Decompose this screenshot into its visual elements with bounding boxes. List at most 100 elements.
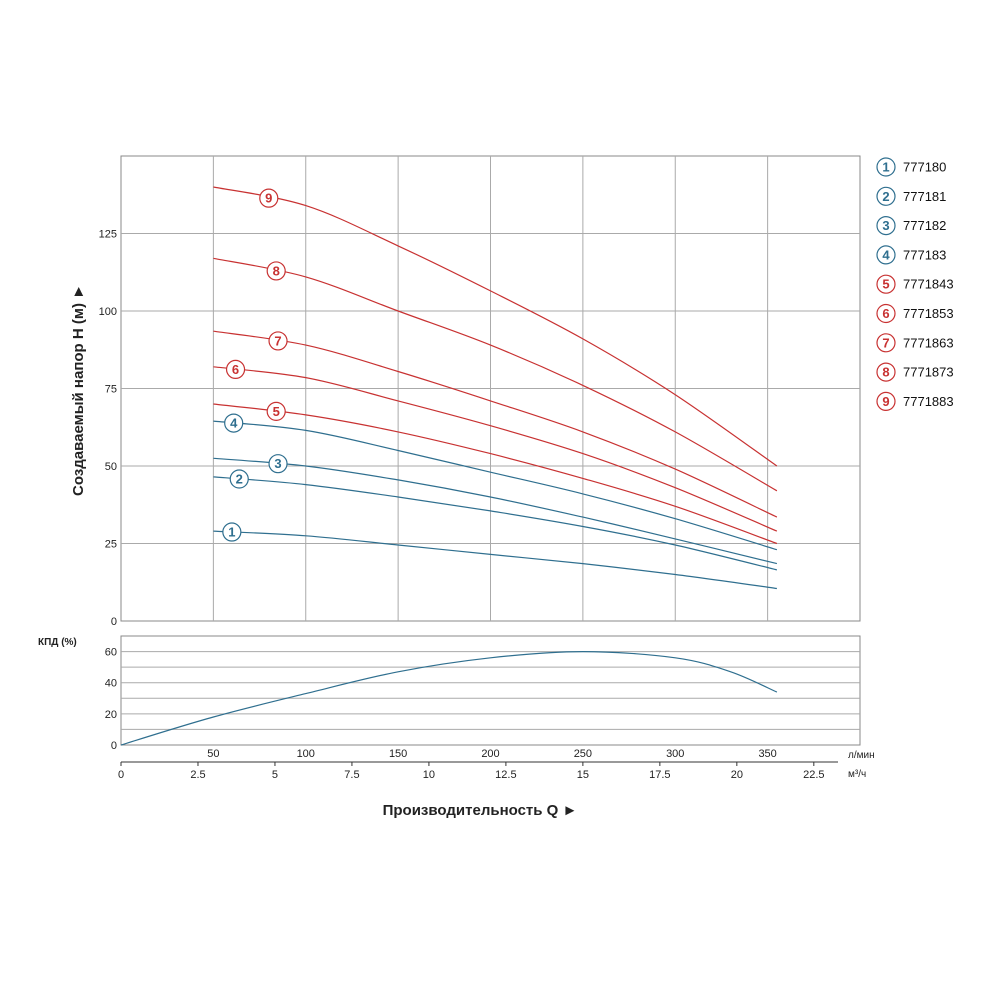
x-tick-label-lmin: 300 [666,748,684,760]
curve-marker-2 [229,469,249,489]
efficiency-grid [120,635,861,746]
x-tick-label-m3h: 5 [272,769,278,781]
head-grid [120,155,861,622]
curve-marker-4 [224,413,244,433]
curve-marker-8 [266,261,286,281]
x-tick-label-m3h: 7.5 [344,769,359,781]
legend-label: 777180 [903,160,946,175]
x-unit-lmin: л/мин [848,750,875,761]
head-curve-3 [213,457,778,565]
legend-marker [876,333,896,353]
legend-marker-label: 9 [882,394,889,409]
legend-label: 777181 [903,189,946,204]
legend-marker [876,245,896,265]
legend-label: 7771873 [903,365,954,380]
legend-item: 6 7771853 [876,303,954,324]
legend-marker-label: 8 [882,365,889,380]
x-tick-label-m3h: 17.5 [649,769,670,781]
legend-marker [876,274,896,294]
head-y-tick-label: 100 [99,306,117,318]
head-y-tick-label: 75 [105,384,117,396]
legend-label: 777182 [903,218,946,233]
efficiency-y-tick-label: 20 [105,709,117,721]
legend-label: 7771853 [903,306,954,321]
curve-marker-label: 4 [230,416,238,431]
efficiency-curve-group [120,650,778,746]
legend-marker [876,157,896,177]
curve-marker-3 [268,454,288,474]
x-tick-label-lmin: 250 [574,748,592,760]
head-curve-8 [213,257,778,492]
x-tick-label-m3h: 2.5 [190,769,205,781]
efficiency-y-tick-label: 40 [105,678,117,690]
curve-marker-label: 2 [236,472,243,487]
x-tick-label-lmin: 350 [758,748,776,760]
curve-marker-label: 7 [274,333,281,348]
curve-marker-label: 8 [273,263,280,278]
legend-marker [876,303,896,324]
efficiency-curve [120,650,778,746]
curve-marker-label: 9 [265,191,272,206]
curve-marker-label: 5 [273,404,280,419]
legend-marker [876,186,896,206]
legend-item: 2 777181 [876,186,946,206]
curve-marker-label: 1 [228,525,235,540]
head-y-tick-label: 50 [105,461,117,473]
curve-marker-5 [266,401,286,421]
legend-marker-label: 7 [882,335,889,350]
legend-marker [876,391,896,411]
x-tick-label-m3h: 22.5 [803,769,824,781]
legend-label: 7771843 [903,277,954,292]
legend-marker-label: 2 [882,189,889,204]
legend-item: 4 777183 [876,245,946,265]
head-curve-1 [213,530,777,590]
head-curve-6 [213,366,778,532]
head-y-tick-label: 125 [99,229,117,241]
head-curves: 1 2 3 4 5 6 7 8 9 [213,186,778,590]
legend-marker-label: 6 [882,306,889,321]
legend-marker-label: 3 [882,218,889,233]
legend-item: 3 777182 [876,216,946,236]
curve-marker-9 [259,188,279,208]
y-axis-title: Создаваемый напор Н (м) ► [70,284,87,496]
x-tick-label-lmin: 200 [481,748,499,760]
legend-label: 7771883 [903,394,954,409]
legend-marker-label: 4 [882,247,890,262]
x-tick-label-m3h: 12.5 [495,769,516,781]
efficiency-y-tick-label: 0 [111,740,117,752]
legend-item: 5 7771843 [876,274,954,294]
curve-marker-label: 6 [232,362,239,377]
legend-marker [876,216,896,236]
legend-marker-label: 1 [882,160,889,175]
curve-marker-label: 3 [274,456,281,471]
legend-marker-label: 5 [882,277,889,292]
x-tick-label-lmin: 150 [389,748,407,760]
x-tick-label-lmin: 100 [297,748,315,760]
legend-item: 8 7771873 [876,362,954,382]
legend-label: 7771863 [903,335,954,350]
head-curve-4 [213,420,778,551]
x-tick-label-m3h: 0 [118,769,124,781]
head-curve-2 [213,476,778,571]
x-tick-label-m3h: 15 [577,769,589,781]
efficiency-axis-title: КПД (%) [38,637,77,648]
x-unit-m3h: м³/ч [848,769,866,780]
curve-marker-6 [225,359,246,380]
efficiency-y-tick-label: 60 [105,647,117,659]
legend-item: 1 777180 [876,157,946,177]
legend-marker [876,362,896,382]
x-tick-label-m3h: 10 [423,769,435,781]
head-y-tick-label: 25 [105,539,117,551]
head-y-tick-label: 0 [111,616,117,628]
efficiency-plot-frame [120,635,861,746]
legend-item: 9 7771883 [876,391,954,411]
legend-label: 777183 [903,247,946,262]
curve-marker-7 [268,331,288,351]
curve-marker-1 [222,522,242,542]
head-curve-7 [213,330,778,518]
x-tick-label-m3h: 20 [731,769,743,781]
x-axis-title: Производительность Q ► [383,802,578,819]
